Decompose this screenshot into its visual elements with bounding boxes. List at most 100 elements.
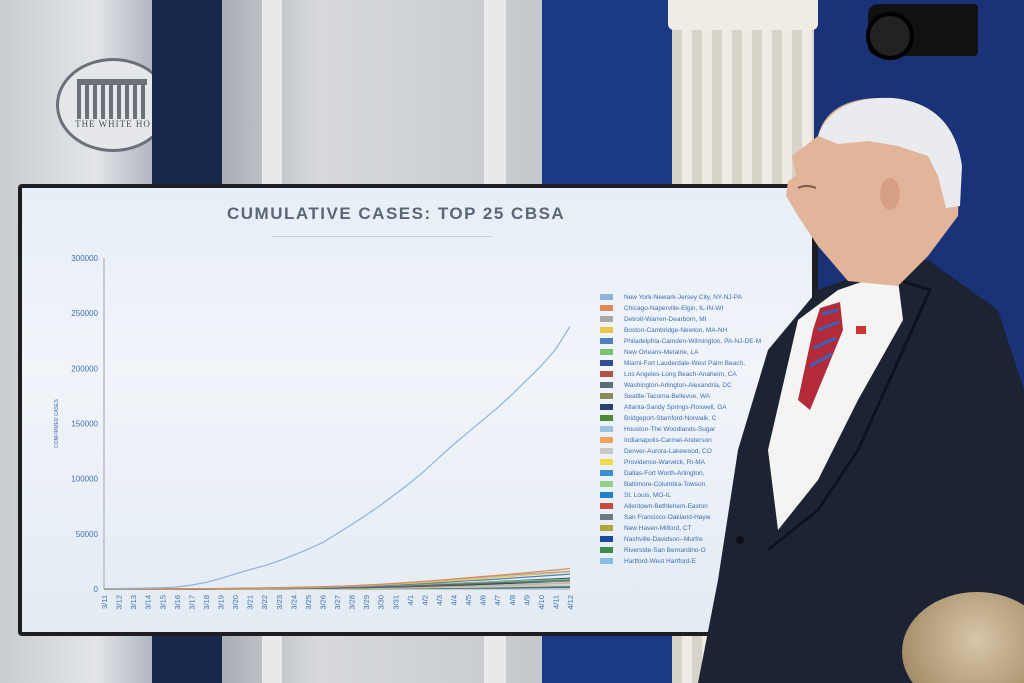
legend-item: New Orleans-Metairie, LA <box>600 347 698 357</box>
legend-item: Houston-The Woodlands-Sugar <box>600 424 715 434</box>
legend-label: Los Angeles-Long Beach-Anaheim, CA <box>624 370 737 378</box>
x-tick-label: 4/12 <box>566 595 575 610</box>
legend-label: Boston-Cambridge-Newton, MA-NH <box>624 326 728 334</box>
legend-item: Los Angeles-Long Beach-Anaheim, CA <box>600 369 737 379</box>
x-tick-label: 4/6 <box>479 595 488 605</box>
eye <box>797 185 817 189</box>
legend-label: Riverside-San Bernardino-O <box>624 546 706 554</box>
legend-item: Chicago-Naperville-Elgin, IL-IN-WI <box>600 303 723 313</box>
striped-tie <box>798 302 843 410</box>
legend-item: St. Louis, MO-IL <box>600 490 671 500</box>
legend-swatch <box>600 360 613 366</box>
x-tick-label: 3/12 <box>115 595 124 610</box>
x-tick-label: 4/5 <box>464 595 473 605</box>
y-tick-label: 200000 <box>71 364 98 373</box>
legend-label: Seattle-Tacoma-Bellevue, WA <box>624 392 711 400</box>
jacket-button <box>736 536 744 544</box>
legend-swatch <box>600 470 613 476</box>
legend-label: Baltimore-Columbia-Towson <box>624 480 706 488</box>
legend-item: Nashville-Davidson--Murfre <box>600 534 703 544</box>
legend-label: Bridgeport-Stamford-Norwalk, C <box>624 414 717 422</box>
legend-item: Bridgeport-Stamford-Norwalk, C <box>600 413 716 423</box>
legend-swatch <box>600 514 613 520</box>
legend-swatch <box>600 547 613 553</box>
flag-pin-icon <box>856 326 866 334</box>
x-tick-label: 3/18 <box>202 595 211 610</box>
legend-label: Allentown-Bethlehem-Easton <box>624 502 708 510</box>
legend-item: New Haven-Milford, CT <box>600 523 692 533</box>
legend-swatch <box>600 459 613 465</box>
y-tick-label: 100000 <box>71 475 98 484</box>
y-tick-label: 50000 <box>76 530 99 539</box>
legend-label: Providence-Warwick, RI-MA <box>624 458 706 466</box>
legend-label: New Haven-Milford, CT <box>624 524 692 532</box>
y-tick-label: 0 <box>94 585 99 594</box>
legend-swatch <box>600 415 613 421</box>
legend-item: Seattle-Tacoma-Bellevue, WA <box>600 391 710 401</box>
x-tick-label: 3/25 <box>304 595 313 610</box>
legend-label: Denver-Aurora-Lakewood, CO <box>624 447 712 455</box>
legend-label: Detroit-Warren-Dearborn, MI <box>624 315 707 323</box>
legend-label: New Orleans-Metairie, LA <box>624 348 699 356</box>
legend-label: Indianapolis-Carmel-Anderson <box>624 436 712 444</box>
legend-swatch <box>600 382 613 388</box>
white-house-seal: THE WHITE HO <box>56 58 170 152</box>
x-tick-label: 4/11 <box>551 595 560 609</box>
legend-item: Denver-Aurora-Lakewood, CO <box>600 446 712 456</box>
legend-label: Atlanta-Sandy Springs-Roswell, GA <box>624 403 727 411</box>
chart-title: CUMULATIVE CASES: TOP 25 CBSA <box>227 204 566 223</box>
x-tick-label: 4/10 <box>537 595 546 610</box>
legend-label: Philadelphia-Camden-Wilmington, PA-NJ-DE… <box>624 337 762 345</box>
legend-swatch <box>600 327 613 333</box>
legend-swatch <box>600 349 613 355</box>
camera-lens <box>866 12 914 60</box>
x-tick-label: 3/26 <box>318 595 327 610</box>
legend-label: Hartford-West Hartford-E <box>624 557 697 565</box>
shirt-collar <box>768 278 903 530</box>
legend-item: Washington-Arlington-Alexandria, DC <box>600 380 732 390</box>
legend-swatch <box>600 481 613 487</box>
seal-text: THE WHITE HO <box>75 119 151 129</box>
legend-item: Dallas-Fort Worth-Arlington, <box>600 468 704 478</box>
legend-item: Boston-Cambridge-Newton, MA-NH <box>600 325 727 335</box>
series-line <box>104 568 571 590</box>
ear <box>880 178 900 210</box>
legend-label: Miami-Fort Lauderdale-West Palm Beach, <box>624 359 745 367</box>
legend-item: Atlanta-Sandy Springs-Roswell, GA <box>600 402 727 412</box>
y-tick-label: 150000 <box>71 420 98 429</box>
x-tick-label: 4/2 <box>420 595 429 605</box>
x-tick-label: 3/17 <box>187 595 196 610</box>
lapel <box>767 278 933 552</box>
x-tick-label: 3/19 <box>217 595 226 610</box>
white-house-building-icon <box>77 79 147 119</box>
x-tick-label: 3/28 <box>348 595 357 610</box>
series-line <box>103 326 571 590</box>
x-tick-label: 4/4 <box>450 595 459 605</box>
legend-swatch <box>600 426 613 432</box>
x-tick-label: 3/24 <box>289 595 298 610</box>
x-tick-label: 3/21 <box>246 595 255 610</box>
x-tick-label: 4/3 <box>435 595 444 605</box>
head <box>786 97 962 287</box>
legend-item: San Francisco-Oakland-Hayw <box>600 512 710 522</box>
legend-swatch <box>600 316 613 322</box>
man-in-suit <box>698 260 1024 683</box>
legend-swatch <box>600 492 613 498</box>
legend-swatch <box>600 503 613 509</box>
x-tick-label: 3/31 <box>391 595 400 610</box>
x-tick-label: 3/13 <box>129 595 138 610</box>
legend-item: Philadelphia-Camden-Wilmington, PA-NJ-DE… <box>600 336 761 346</box>
x-tick-label: 4/1 <box>406 595 415 605</box>
tie-stripes <box>809 308 840 368</box>
legend-label: Chicago-Naperville-Elgin, IL-IN-WI <box>624 304 724 312</box>
legend-item: New York-Newark-Jersey City, NY-NJ-PA <box>600 292 742 302</box>
legend-swatch <box>600 448 613 454</box>
legend-swatch <box>600 393 613 399</box>
legend-swatch <box>600 525 613 531</box>
line-chart: 300000 250000 200000 150000 100000 50000 0 CONF… <box>54 254 575 610</box>
legend-item: Hartford-West Hartford-E <box>600 556 696 566</box>
legend-swatch <box>600 338 613 344</box>
y-tick-label: 250000 <box>71 309 98 318</box>
x-tick-label: 4/8 <box>508 595 517 605</box>
